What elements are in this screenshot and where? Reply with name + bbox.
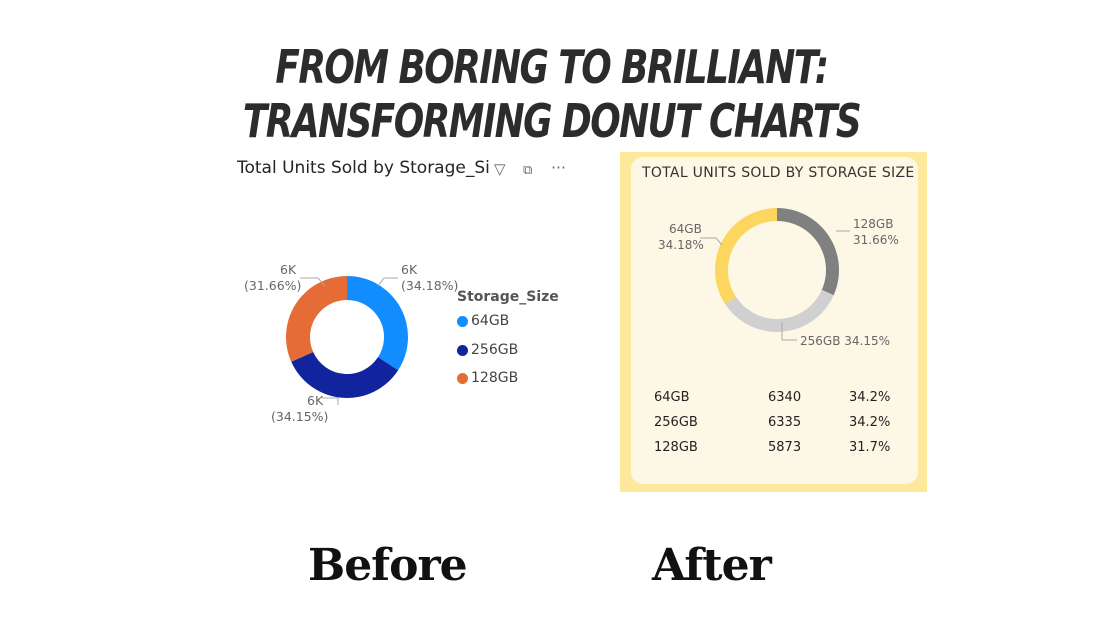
data-label-128gb-pct: (31.66%) (244, 278, 302, 293)
leader-line (320, 397, 339, 405)
focus-mode-icon[interactable]: ⧉ (523, 162, 533, 177)
legend-dot (457, 372, 468, 384)
row-label: 128GB (654, 440, 698, 455)
data-label-128gb-pct: 31.66% (853, 233, 899, 247)
donut-slice-256gb[interactable] (725, 289, 834, 332)
data-label-256gb-value: 6K (307, 393, 324, 408)
legend-title: Storage_Size (457, 289, 559, 305)
row-pct: 34.2% (849, 390, 891, 405)
data-label-64gb-pct: (34.18%) (401, 278, 459, 293)
row-label: 256GB (654, 415, 698, 430)
leader-line (377, 277, 398, 287)
data-label-128gb-value: 6K (280, 262, 297, 277)
donut-slice-64gb[interactable] (347, 276, 408, 371)
data-label-64gb-pct: 34.18% (658, 238, 704, 252)
legend-dot (457, 344, 468, 356)
data-label-256gb-pct: (34.15%) (271, 409, 329, 424)
data-label-128gb-name: 128GB (853, 217, 894, 231)
data-label-64gb-value: 6K (401, 262, 418, 277)
row-units: 5873 (768, 440, 802, 455)
donut-slice-64gb[interactable] (714, 208, 777, 304)
row-units: 6340 (768, 390, 802, 405)
leader-line (300, 277, 326, 287)
legend-item-256gb[interactable]: 256GB (457, 342, 518, 358)
after-caption: After (652, 540, 772, 591)
row-units: 6335 (768, 415, 802, 430)
after-chart-title: TOTAL UNITS SOLD BY STORAGE SIZE (642, 165, 915, 181)
row-pct: 34.2% (849, 415, 891, 430)
before-chart-title: Total Units Sold by Storage_Si (237, 158, 490, 178)
donut-slice-128gb[interactable] (777, 208, 839, 296)
more-options-icon[interactable]: ⋯ (551, 159, 566, 176)
donut-slice-128gb[interactable] (286, 276, 347, 362)
legend-label: 128GB (471, 370, 519, 386)
legend-item-64gb[interactable]: 64GB (457, 313, 509, 329)
row-label: 64GB (654, 390, 690, 405)
headline: FROM BORING TO BRILLIANT: TRANSFORMING D… (242, 40, 862, 148)
donut-slice-256gb[interactable] (291, 352, 399, 398)
before-caption: Before (308, 540, 468, 591)
legend-item-128gb[interactable]: 128GB (457, 370, 518, 386)
legend-label: 64GB (471, 313, 510, 329)
legend-label: 256GB (471, 342, 519, 358)
legend-dot (457, 315, 468, 327)
row-pct: 31.7% (849, 440, 891, 455)
leader-line (781, 322, 797, 341)
filter-icon[interactable]: ▽ (494, 161, 506, 178)
leader-line (700, 237, 723, 246)
data-label-64gb-name: 64GB (669, 222, 702, 236)
data-label-256gb: 256GB 34.15% (800, 334, 891, 348)
